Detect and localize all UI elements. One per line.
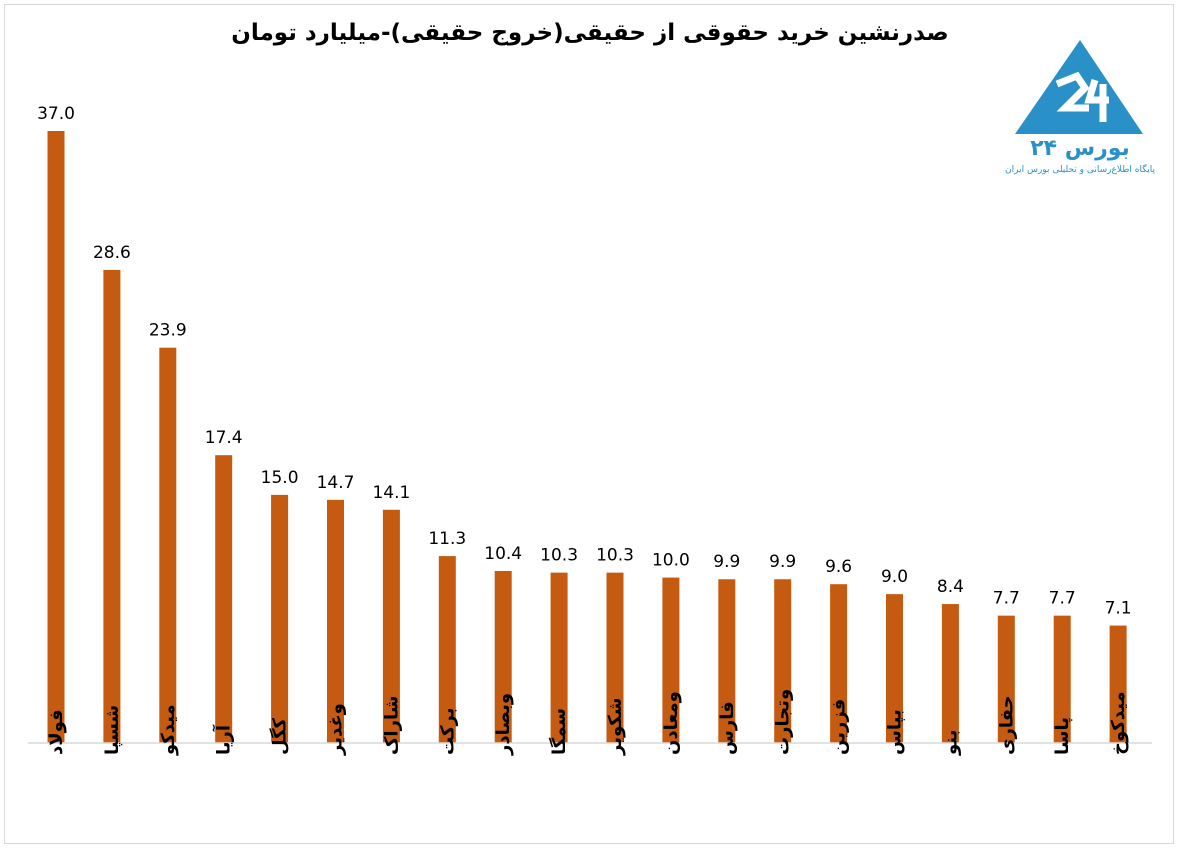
chart-frame: [4, 4, 1174, 844]
bar-4: [271, 494, 289, 743]
bar-0: [47, 131, 65, 743]
value-label-15: 9.0: [881, 567, 908, 587]
bar-9: [550, 572, 568, 743]
value-label-7: 11.3: [428, 529, 466, 549]
bar-18: [1053, 615, 1071, 743]
bar-8: [494, 570, 512, 743]
category-label-4: کگل: [269, 717, 291, 755]
category-label-5: وغدیر: [326, 703, 347, 756]
category-label-16: بنو: [940, 730, 961, 756]
value-label-13: 9.9: [769, 552, 796, 572]
value-label-6: 14.1: [372, 483, 410, 503]
value-label-1: 28.6: [93, 243, 131, 263]
value-label-8: 10.4: [484, 544, 522, 564]
bar-2: [159, 347, 177, 743]
bar-19: [1109, 625, 1127, 743]
value-label-10: 10.3: [596, 546, 634, 566]
bar-13: [774, 579, 792, 743]
category-label-13: وتجارت: [773, 689, 794, 755]
brand-logo: بورس ۲۴ پایگاه اطلاع‌رسانی و تحلیلی بورس…: [985, 36, 1175, 186]
category-label-0: فولاد: [46, 709, 67, 755]
bar-10: [606, 572, 624, 743]
category-label-8: وبصادر: [493, 693, 514, 756]
bar-14: [830, 584, 848, 743]
category-label-1: شسپا: [102, 705, 123, 755]
value-label-0: 37.0: [37, 104, 75, 124]
bars-layer: [47, 131, 1127, 743]
category-label-11: ومعادن: [661, 691, 682, 755]
category-label-14: فزرین: [829, 699, 850, 755]
category-label-9: سمگا: [548, 708, 570, 755]
bar-11: [662, 577, 680, 743]
category-label-3: آریا: [212, 724, 235, 755]
value-label-19: 7.1: [1105, 599, 1132, 619]
bar-6: [382, 509, 400, 743]
bar-1: [103, 269, 121, 743]
category-label-10: شکویر: [605, 698, 626, 756]
logo-tagline: پایگاه اطلاع‌رسانی و تحلیلی بورس ایران: [1005, 165, 1155, 175]
bar-16: [941, 604, 959, 743]
bar-5: [327, 499, 344, 743]
category-label-6: شاراک: [381, 696, 402, 755]
value-label-9: 10.3: [540, 546, 578, 566]
category-label-2: میدکو: [158, 704, 179, 756]
logo-triangle-icon: [1015, 40, 1143, 134]
value-label-4: 15.0: [261, 468, 299, 488]
category-label-18: پاسا: [1052, 717, 1073, 755]
chart-title: صدرنشین خرید حقوقی از حقیقی(خروج حقیقی)-…: [231, 20, 949, 46]
value-label-17: 7.7: [993, 589, 1020, 609]
value-label-12: 9.9: [713, 552, 740, 572]
category-label-7: برکت: [437, 708, 458, 755]
category-label-15: بپاس: [885, 709, 906, 755]
category-labels-layer: فولاد شسپا میدکو آریا کگل وغدیر شاراک برکت وبصاد…: [46, 689, 1129, 756]
value-label-5: 14.7: [317, 473, 355, 493]
bar-17: [997, 615, 1015, 743]
bar-7: [438, 556, 456, 743]
category-label-17: حفاری: [996, 695, 1017, 755]
value-label-3: 17.4: [205, 428, 243, 448]
value-label-11: 10.0: [652, 551, 690, 571]
value-label-16: 8.4: [937, 577, 964, 597]
category-label-12: فارس: [717, 701, 738, 755]
value-labels-layer: 37.0 28.6 23.9 17.4 15.0 14.7 14.1 11.3 10.4 10.3…: [37, 104, 1132, 619]
bar-15: [886, 594, 903, 743]
value-label-18: 7.7: [1049, 589, 1076, 609]
bar-3: [215, 455, 233, 743]
value-label-2: 23.9: [149, 321, 187, 341]
logo-name: بورس ۲۴: [1030, 136, 1130, 161]
value-label-14: 9.6: [825, 557, 852, 577]
bar-12: [718, 579, 736, 743]
category-label-19: میدکوخ: [1108, 691, 1129, 755]
